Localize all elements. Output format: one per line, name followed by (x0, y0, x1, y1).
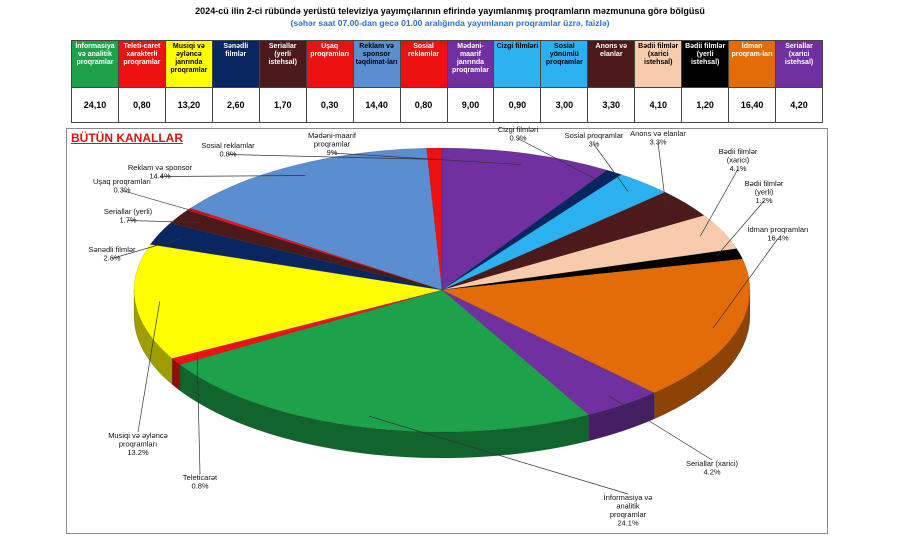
slice-label: Teleticarət 0.8% (183, 473, 218, 491)
table-header-cell: Seriallar (xarici istehsal) (775, 40, 823, 88)
leader-line (121, 190, 210, 216)
table-header-cell: Sənədli filmlər (211, 40, 260, 88)
leader-line (712, 238, 779, 329)
slice-label: İdman proqramları 16.4% (747, 225, 808, 243)
leader-line (196, 355, 201, 475)
pie-slice (441, 191, 705, 291)
chart-title: 2024-cü ilin 2-ci rübündə yerüstü televi… (195, 6, 705, 16)
pie-slice (133, 244, 443, 359)
leader-line (699, 168, 739, 237)
slice-label: Seriallar (xarici) 4.2% (686, 459, 739, 477)
slice-label: Reklam və sponsor 14.4% (128, 163, 193, 181)
table-value-cell: 24,10 (71, 87, 119, 123)
table-header-cell: Uşaq proqramları (305, 40, 354, 88)
table-value-cell: 4,10 (634, 87, 683, 123)
table-value-cell: 13,20 (164, 87, 213, 123)
slice-label: İnformasiya və analitik proqramlar 24.1% (604, 493, 653, 528)
pie-slice (426, 147, 443, 291)
table-header-cell: Musiqi və əyləncə janrında proqramlar (164, 40, 213, 88)
pie-slice (169, 209, 443, 291)
table-value-cell: 3,00 (540, 87, 589, 123)
slice-label: Mədəni-maarif proqramlar 9% (308, 131, 357, 157)
pie-slice (189, 147, 443, 291)
table-value-cell: 2,60 (211, 87, 260, 123)
panel-title: BÜTÜN KANALLAR (71, 131, 183, 145)
pie-slice (441, 174, 666, 291)
table-header-cell: Bədii filmlər (yerli istehsal) (681, 40, 730, 88)
table-value-cell: 0,30 (305, 87, 354, 123)
slice-label: Sənədli filmlər 2.6% (88, 245, 136, 263)
leader-line (593, 144, 629, 192)
table-value-cell: 1,70 (258, 87, 307, 123)
slice-label: Musiqi və əyləncə proqramları 13.2% (108, 431, 168, 457)
slice-label: Seriallar (yerli) 1.7% (104, 207, 153, 225)
slice-label: Cizgi filmləri 0.9% (498, 125, 539, 143)
table-value-cell: 16,40 (728, 87, 777, 123)
table-header-cell: Sosial yönümlü proqramlar (540, 40, 589, 88)
table-header-cell: Cizgi filmləri (493, 40, 542, 88)
slice-label: Bədii filmlər (yerli) 1.2% (745, 179, 784, 205)
table-value-cell: 4,20 (775, 87, 823, 123)
pie-slice (171, 289, 443, 365)
pie-slice (441, 147, 608, 291)
leader-line (111, 237, 183, 259)
table-value-cell: 0,80 (399, 87, 448, 123)
leader-line (159, 175, 306, 177)
leader-line (715, 200, 765, 257)
table-value-cell: 1,20 (681, 87, 730, 123)
slice-label: Uşaq proqramları 0.3% (93, 177, 151, 195)
table-header-cell: İnformasiya və analitik proqramlar (71, 40, 119, 88)
leader-line (227, 154, 435, 160)
pie-slice (179, 289, 590, 433)
pie-slice (441, 248, 743, 291)
chart-subtitle: (səhər saat 07.00-dan gecə 01.00 aralığı… (290, 18, 610, 28)
leader-line (127, 220, 200, 223)
table-header-cell: Reklam və sponsor təqdimat-ları (352, 40, 401, 88)
leader-line (331, 152, 522, 165)
table-value-cell: 3,30 (587, 87, 636, 123)
leader-line (137, 301, 161, 433)
table-value-cell: 9,00 (446, 87, 495, 123)
slice-label: Anons və elanlar 3.3% (630, 129, 686, 147)
leader-line (517, 138, 601, 183)
summary-value-row: 24,10 0,80 13,20 2,60 1,70 0,30 14,40 0,80 9,00 0… (71, 87, 823, 123)
leader-line (368, 415, 629, 495)
pie-slice (441, 258, 751, 394)
pie-slice (186, 207, 443, 291)
summary-table: İnformasiya və analitik proqramlar Teleti… (71, 40, 823, 123)
table-value-cell: 14,40 (352, 87, 401, 123)
leader-line (608, 395, 713, 461)
summary-header-row: İnformasiya və analitik proqramlar Teleti… (71, 40, 823, 88)
table-header-cell: Sosial reklamlar (399, 40, 448, 88)
pie-slice (441, 215, 738, 291)
slice-label: Bədii filmlər (xarici) 4.1% (719, 147, 758, 173)
pie-slice (149, 222, 443, 291)
leader-line (657, 142, 667, 211)
slice-label: Sosial proqramlar 3% (565, 131, 624, 149)
slice-label: Sosial reklamlar 0.8% (201, 141, 255, 159)
